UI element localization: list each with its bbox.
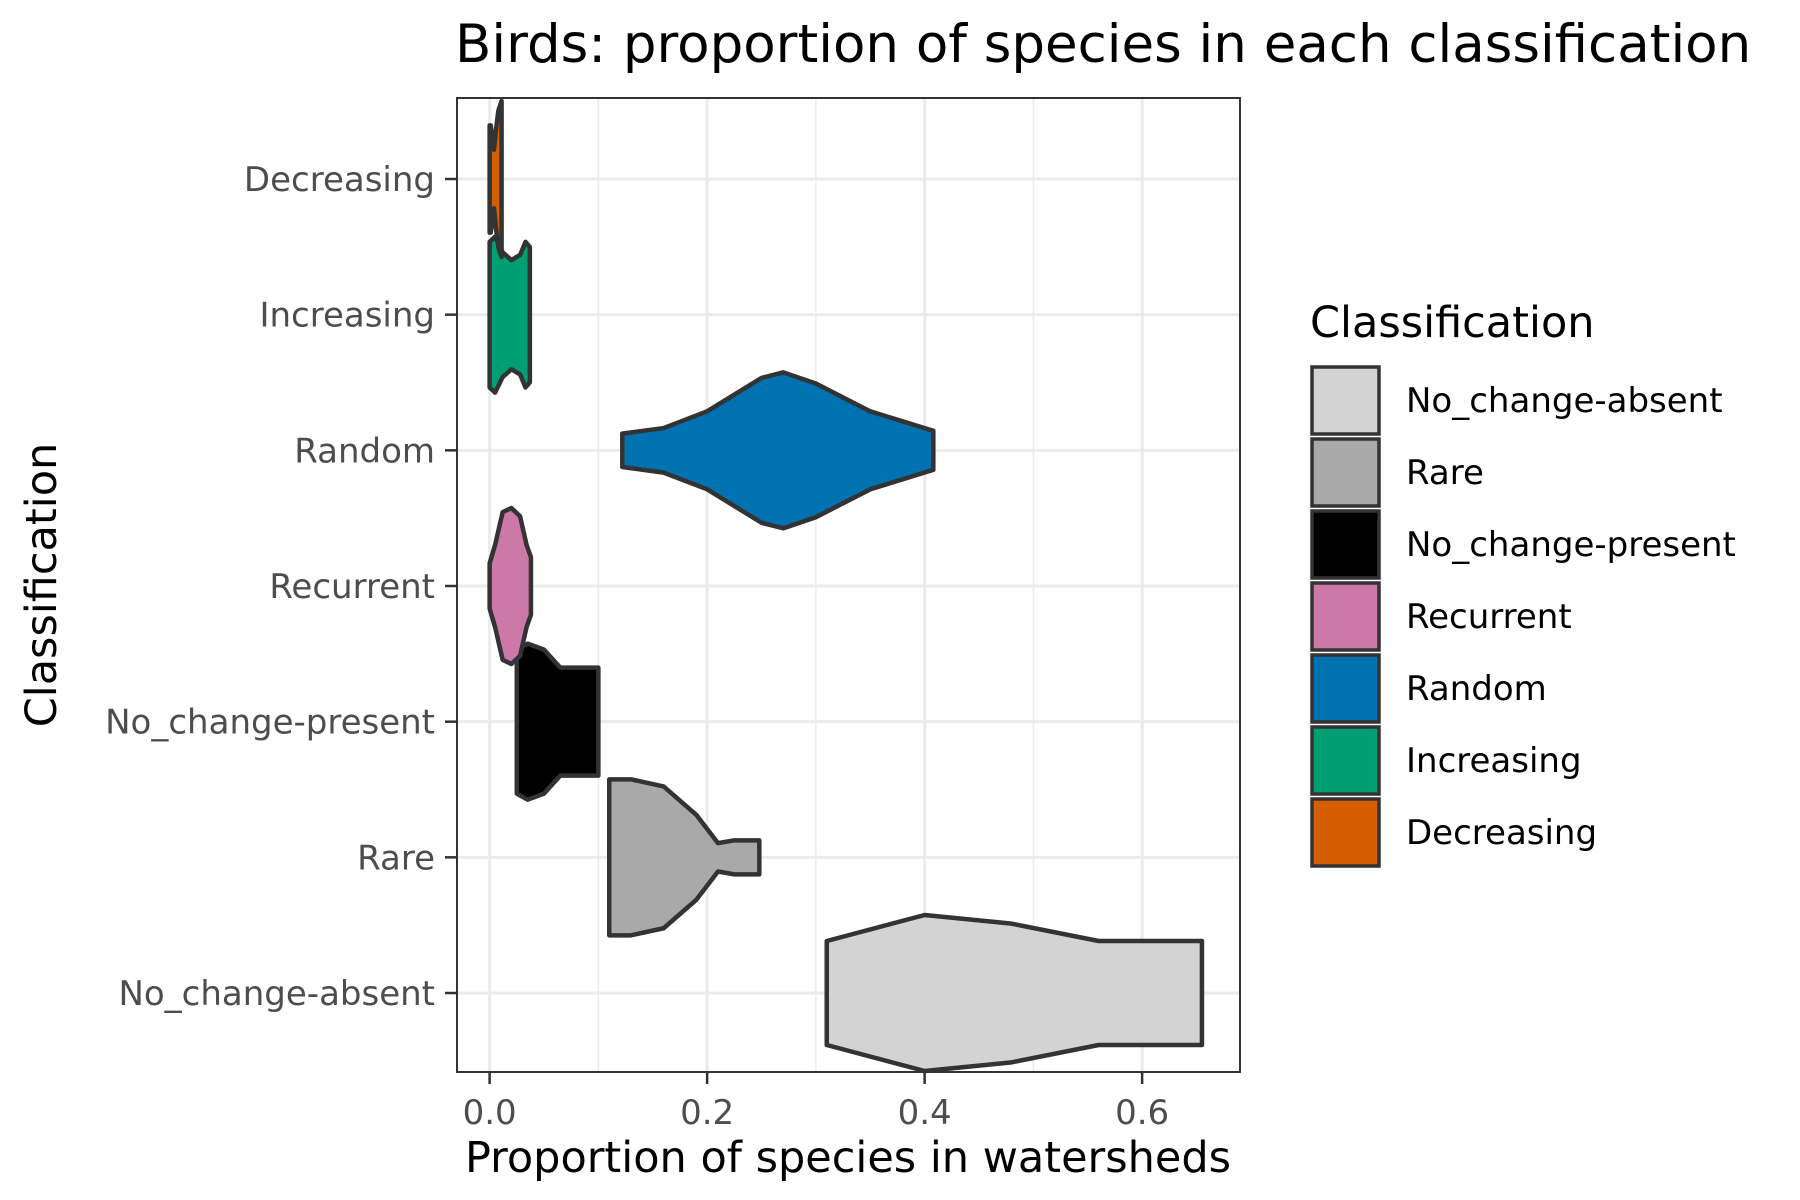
y-axis: No_change-absent Rare No_change-present Rec… — [105, 160, 457, 1014]
y-tick-label: Random — [294, 431, 435, 471]
y-tick-label: No_change-absent — [118, 974, 435, 1014]
legend-title: Classification — [1310, 298, 1595, 348]
y-tick-label: Decreasing — [244, 160, 435, 200]
y-axis-title: Classification — [17, 443, 67, 728]
legend-entry-label: Increasing — [1406, 741, 1582, 781]
violin-rare — [607, 777, 762, 938]
legend-key-swatch — [1310, 509, 1381, 580]
legend-key-swatch — [1310, 437, 1381, 508]
x-axis-title: Proportion of species in watersheds — [465, 1133, 1231, 1183]
x-axis: 0.0 0.2 0.4 0.6 — [463, 1072, 1169, 1133]
legend-key-swatch — [1310, 365, 1381, 436]
y-tick-label: Rare — [357, 838, 435, 878]
legend-entry-label: No_change-present — [1406, 525, 1736, 565]
violin-no-change-present — [514, 641, 601, 802]
x-tick-label: 0.0 — [463, 1093, 517, 1133]
legend-entry-label: Decreasing — [1406, 813, 1597, 853]
violins — [487, 98, 1205, 1074]
x-tick-label: 0.6 — [1115, 1093, 1169, 1133]
legend-entry-label: Recurrent — [1406, 597, 1572, 637]
y-tick-label: Recurrent — [269, 567, 435, 607]
legend-key-swatch — [1310, 581, 1381, 652]
legend-key-swatch — [1310, 797, 1381, 868]
legend-key-swatch — [1310, 653, 1381, 724]
violin-no-change-absent — [824, 912, 1205, 1074]
violin-recurrent — [487, 505, 534, 667]
chart-title: Birds: proportion of species in each cla… — [455, 14, 1751, 75]
legend: Classification No_change-absent Rare No_ch… — [1310, 298, 1736, 868]
x-tick-label: 0.2 — [680, 1093, 734, 1133]
violin-random — [620, 370, 936, 531]
violin-increasing — [487, 234, 533, 395]
legend-entry-label: No_change-absent — [1406, 381, 1723, 421]
legend-entry-label: Random — [1406, 669, 1547, 709]
legend-entry-label: Rare — [1406, 453, 1484, 493]
y-tick-label: No_change-present — [105, 703, 435, 743]
violin-decreasing — [487, 98, 504, 260]
y-tick-label: Increasing — [259, 296, 435, 336]
x-tick-label: 0.4 — [898, 1093, 952, 1133]
legend-key-swatch — [1310, 725, 1381, 796]
major-gridlines — [457, 98, 1240, 1072]
